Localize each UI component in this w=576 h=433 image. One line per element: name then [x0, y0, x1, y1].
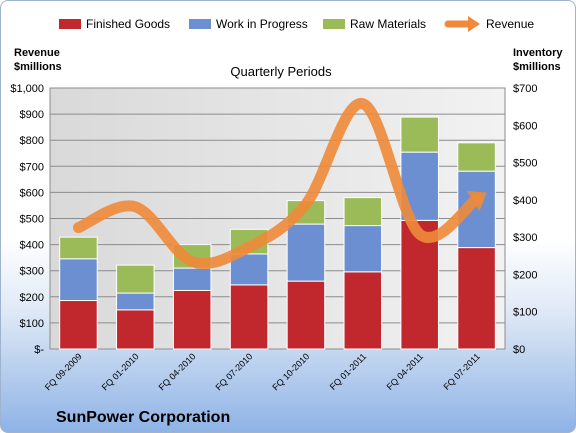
right-tick-label: $700 [513, 83, 537, 95]
legend: Finished Goods Work in Progress Raw Materi… [59, 16, 534, 32]
bar-segment-raw-materials [343, 197, 383, 227]
bar-segment-finished-goods [172, 289, 212, 350]
right-tick-label: $300 [513, 232, 537, 244]
legend-swatch-work-in-progress [189, 19, 211, 29]
x-tick-label: FQ 07-2010 [213, 351, 254, 392]
chart-subtitle: Quarterly Periods [230, 64, 332, 79]
bar-segment-finished-goods [457, 247, 496, 350]
x-tick-label: FQ 09-2009 [43, 351, 84, 392]
left-tick-label: $700 [20, 161, 44, 173]
revenue-arrowhead [466, 190, 487, 212]
bar-segment-finished-goods [229, 284, 269, 350]
bar-segment-raw-materials [116, 264, 155, 294]
left-tick-label: $300 [20, 266, 44, 278]
right-tick-label: $600 [513, 120, 537, 132]
bar-segment-finished-goods [59, 300, 98, 350]
left-tick-label: $900 [20, 109, 44, 121]
bar-segment-work-in-progress [172, 267, 212, 291]
left-tick-label: $1,000 [10, 83, 44, 95]
bar-segment-raw-materials [59, 236, 98, 260]
right-tick-label: $500 [513, 158, 537, 170]
left-tick-label: $400 [20, 240, 44, 252]
legend-label-finished-goods: Finished Goods [86, 17, 170, 31]
legend-swatch-raw-materials [323, 19, 345, 29]
revenue-line [72, 98, 483, 270]
bar-segment-work-in-progress [59, 258, 98, 302]
bar-segment-finished-goods [286, 280, 326, 350]
left-tick-label: $100 [20, 318, 44, 330]
left-tick-label: $200 [20, 292, 44, 304]
x-tick-label: FQ 01-2010 [100, 351, 141, 392]
left-axis: $- $100 $200 $300 $400 $500 $600 $700 $800 $900 $1… [10, 83, 44, 356]
legend-label-revenue: Revenue [486, 17, 534, 31]
bar-segment-raw-materials [400, 116, 439, 153]
right-axis-title-line1: Inventory [513, 47, 563, 59]
bar-segment-finished-goods [343, 271, 383, 350]
right-tick-label: $100 [513, 307, 537, 319]
left-axis-title-line1: Revenue [14, 47, 60, 59]
bar-segment-finished-goods [116, 309, 155, 350]
x-tick-label: FQ 01-2011 [328, 351, 369, 392]
company-name: SunPower Corporation [56, 409, 230, 426]
right-tick-label: $400 [513, 195, 537, 207]
right-tick-label: $0 [513, 344, 525, 356]
right-axis: $0 $100 $200 $300 $400 $500 $600 $700 [513, 83, 537, 356]
left-tick-label: $500 [20, 214, 44, 226]
legend-label-work-in-progress: Work in Progress [216, 17, 308, 31]
x-axis: FQ 09-2009 FQ 01-2010 FQ 04-2010 FQ 07-2010… [43, 351, 482, 392]
left-axis-title-line2: $millions [14, 61, 62, 73]
legend-arrow-revenue [468, 16, 480, 32]
legend-swatch-finished-goods [59, 19, 81, 29]
left-tick-label: $800 [20, 135, 44, 147]
left-tick-label: $600 [20, 187, 44, 199]
x-tick-label: FQ 10-2010 [270, 351, 311, 392]
bar-segment-work-in-progress [343, 225, 383, 273]
x-tick-label: FQ 04-2010 [157, 351, 198, 392]
bar-segment-work-in-progress [286, 223, 326, 282]
bar-segment-raw-materials [457, 142, 496, 172]
right-tick-label: $200 [513, 269, 537, 281]
x-tick-label: FQ 07-2011 [441, 351, 482, 392]
bar-segment-work-in-progress [116, 292, 155, 311]
x-tick-label: FQ 04-2011 [385, 351, 426, 392]
legend-label-raw-materials: Raw Materials [350, 17, 426, 31]
left-tick-label: $- [34, 344, 44, 356]
right-axis-title-line2: $millions [513, 61, 561, 73]
